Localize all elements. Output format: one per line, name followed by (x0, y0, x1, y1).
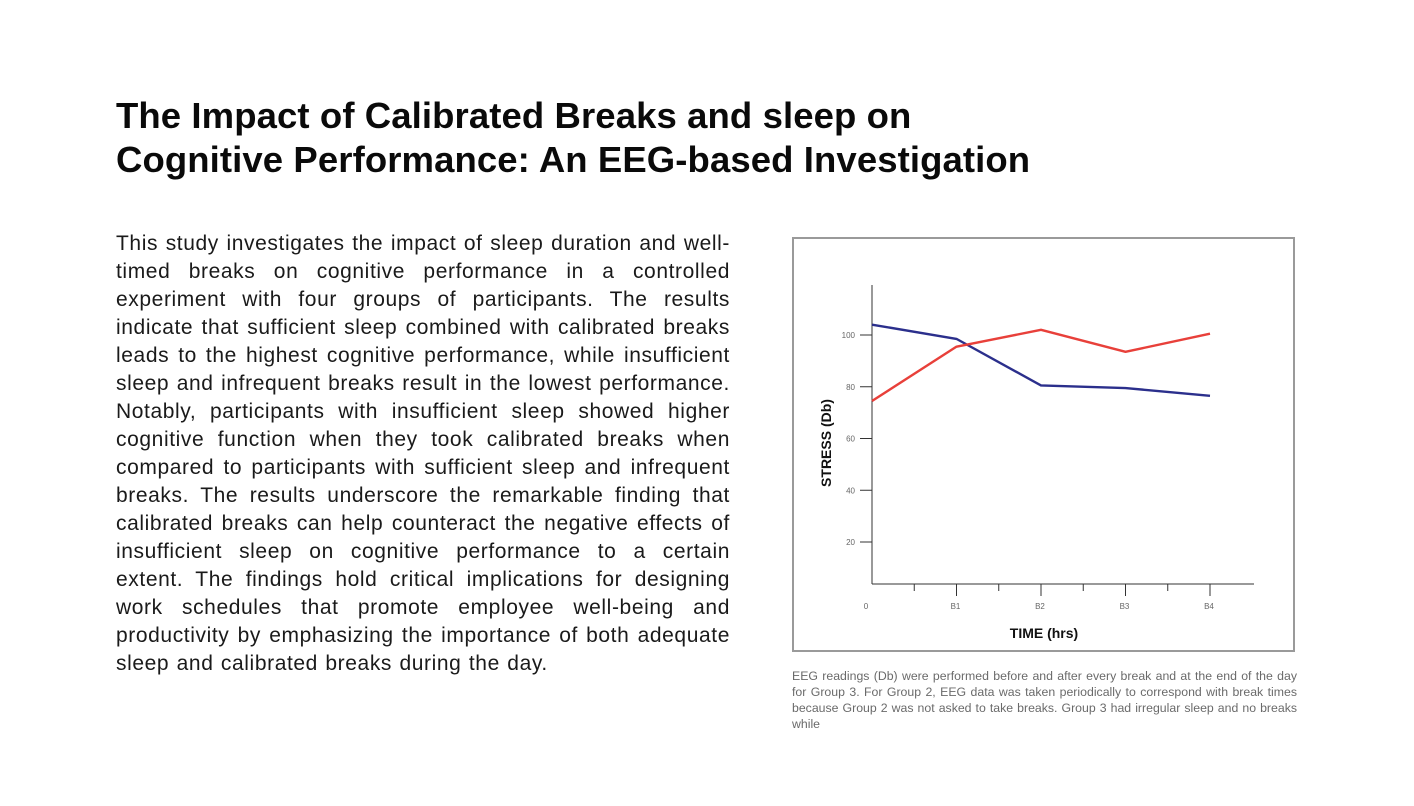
page-title: The Impact of Calibrated Breaks and slee… (116, 94, 1266, 182)
x-tick-label: B3 (1120, 602, 1130, 611)
series-line-2 (871, 328, 1211, 402)
chart-caption: EEG readings (Db) were performed before … (792, 669, 1297, 731)
page-title-line-2: Cognitive Performance: An EEG-based Inve… (116, 139, 1031, 180)
x-tick-label: B2 (1035, 602, 1045, 611)
y-axis-label: STRESS (Db) (818, 399, 834, 487)
y-tick-label: 40 (846, 486, 855, 495)
stress-chart: 20 40 60 80 100 0 B1 B2 B3 B4 TIME (hrs) STRESS (Db… (792, 237, 1295, 652)
x-axis-label: TIME (hrs) (1010, 625, 1078, 641)
abstract-paragraph: This study investigates the impact of sl… (116, 232, 730, 675)
y-tick-label: 100 (842, 331, 856, 340)
chart-svg: 20 40 60 80 100 0 B1 B2 B3 B4 TIME (hrs) STRESS (Db… (818, 285, 1254, 641)
y-tick-label: 60 (846, 435, 855, 444)
x-tick-label: B4 (1204, 602, 1214, 611)
page-title-line-1: The Impact of Calibrated Breaks and slee… (116, 95, 912, 136)
y-tick-label: 20 (846, 538, 855, 547)
x-tick-label: B1 (951, 602, 961, 611)
series-line-1 (871, 323, 1211, 398)
x-tick-label: 0 (864, 602, 869, 611)
y-tick-label: 80 (846, 383, 855, 392)
